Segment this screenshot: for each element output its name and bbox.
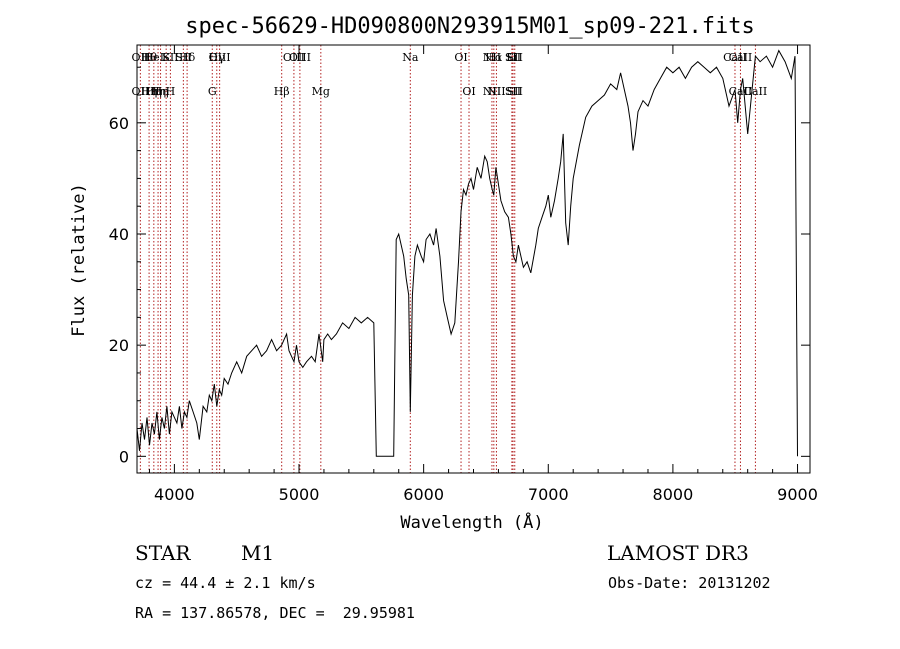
line-label-upper-11: OIII — [209, 51, 231, 64]
x-tick-label-3: 7000 — [528, 485, 569, 504]
y-axis-label: Flux (relative) — [69, 183, 89, 337]
y-tick-label-0: 0 — [119, 447, 129, 466]
line-label-lower-3: Hη — [150, 85, 166, 98]
line-label-upper-23: SII — [505, 51, 521, 64]
line-label-lower-24: SII — [507, 85, 523, 98]
line-label-upper-13: OIII — [283, 51, 305, 64]
x-axis: 4000 5000 6000 7000 8000 9000 — [148, 45, 818, 504]
y-axis: 0 20 40 60 — [109, 66, 810, 466]
line-label-upper-26: CaII — [729, 51, 753, 64]
line-label-lower-6: H — [166, 85, 176, 98]
line-label-lower-15: Mg — [312, 85, 330, 98]
line-label-lower-12: Hβ — [274, 85, 290, 98]
object-subclass: M1 — [241, 541, 275, 565]
y-tick-label-1: 20 — [109, 336, 129, 355]
line-label-upper-16: Na — [402, 51, 419, 64]
x-tick-label-1: 5000 — [279, 485, 320, 504]
line-label-lower-19: NII — [483, 85, 501, 98]
y-tick-label-2: 40 — [109, 225, 129, 244]
line-label-upper-10: Hγ — [209, 51, 226, 64]
redshift-value: cz = 44.4 ± 2.1 km/s — [135, 574, 316, 592]
line-label-upper-1: Hθ — [141, 51, 158, 64]
observation-date: Obs-Date: 20131202 — [608, 574, 771, 592]
line-label-upper-6: SII — [162, 51, 178, 64]
line-labels: OIIOIIHθHηHeIHηHηHηKSIIHHδSIIGHγOIIIHβOI… — [132, 51, 768, 98]
line-label-upper-8: SII — [175, 51, 191, 64]
line-label-lower-18: OI — [462, 85, 475, 98]
line-label-lower-23: SII — [505, 85, 521, 98]
x-tick-label-4: 8000 — [653, 485, 694, 504]
line-label-lower-2: Hη — [146, 85, 162, 98]
line-label-upper-0: OII — [132, 51, 150, 64]
survey-name: LAMOST DR3 — [607, 541, 749, 565]
line-label-upper-7: Hδ — [179, 51, 196, 64]
line-label-upper-14: OIII — [289, 51, 311, 64]
line-label-upper-20: Hα — [485, 51, 503, 64]
spectrum-series — [136, 49, 798, 457]
line-label-lower-1: Hη — [141, 85, 157, 98]
x-axis-label: Wavelength (Å) — [400, 511, 543, 533]
line-label-upper-2: HeI — [144, 51, 164, 64]
x-tick-label-2: 6000 — [403, 485, 444, 504]
line-label-upper-19: NII — [483, 51, 501, 64]
line-label-lower-4: Hη — [152, 85, 168, 98]
line-label-lower-21: NII — [487, 85, 505, 98]
line-label-upper-22: Li — [506, 51, 517, 64]
x-tick-label-5: 9000 — [777, 485, 818, 504]
chart-title: spec-56629-HD090800N293915M01_sp09-221.f… — [185, 14, 755, 39]
line-label-upper-24: SII — [507, 51, 523, 64]
line-label-upper-25: CaII — [723, 51, 747, 64]
line-markers — [139, 45, 756, 473]
y-tick-label-3: 60 — [109, 114, 129, 133]
object-class: STAR — [135, 541, 191, 565]
plot-frame — [136, 44, 811, 474]
line-label-upper-5: K — [162, 51, 171, 64]
coordinates: RA = 137.86578, DEC = 29.95981 — [135, 604, 415, 622]
line-label-lower-0: OII — [132, 85, 150, 98]
x-tick-label-0: 4000 — [154, 485, 195, 504]
line-label-upper-17: OI — [454, 51, 467, 64]
line-label-lower-27: CaII — [744, 85, 768, 98]
line-label-lower-9: G — [208, 85, 217, 98]
